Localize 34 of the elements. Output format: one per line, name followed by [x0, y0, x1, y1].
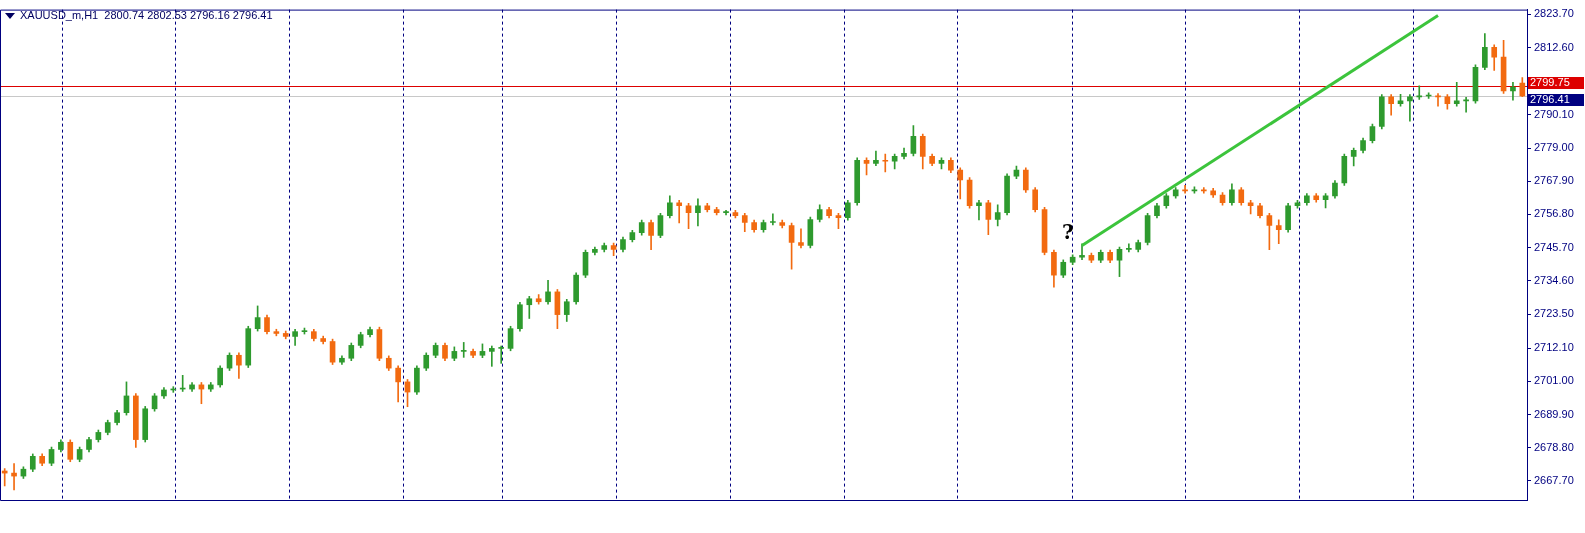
candlestick	[460, 342, 467, 358]
candlestick	[1126, 243, 1132, 253]
candlestick	[976, 200, 982, 221]
y-tick-label: 2701.00	[1534, 374, 1574, 387]
candlestick	[489, 345, 495, 367]
y-tick-label: 2667.70	[1534, 473, 1574, 486]
candlestick	[882, 153, 889, 173]
y-tick-label: 2779.00	[1534, 141, 1574, 154]
ref-line-label: 2796.41	[1530, 93, 1570, 106]
y-tick-label: 2767.90	[1534, 174, 1574, 187]
candlestick	[1510, 81, 1516, 101]
y-tick-label: 2756.80	[1534, 207, 1574, 220]
candlestick	[798, 228, 804, 249]
y-tick-label: 2723.50	[1534, 307, 1574, 320]
annotation: ?	[1062, 219, 1074, 244]
candlestick	[498, 345, 505, 364]
candlestick	[1200, 187, 1207, 194]
candlestick	[1463, 96, 1469, 113]
candlestick	[1182, 185, 1188, 194]
y-tick-label: 2823.70	[1534, 7, 1574, 20]
y-tick-label: 2712.10	[1534, 341, 1574, 354]
y-tick-label: 2678.80	[1534, 440, 1574, 453]
ref-line-label: 2799.75	[1530, 76, 1570, 89]
y-tick-label: 2689.90	[1534, 407, 1574, 420]
y-tick-label: 2734.60	[1534, 273, 1574, 286]
candlestick	[1407, 94, 1413, 122]
candlestick	[1275, 219, 1282, 245]
candlestick	[676, 200, 683, 224]
y-tick-label: 2745.70	[1534, 240, 1574, 253]
candlestick	[1453, 81, 1460, 107]
y-tick-label: 2790.10	[1534, 107, 1574, 120]
candlestick	[770, 213, 776, 226]
y-tick-label: 2812.60	[1534, 40, 1574, 53]
chart-title: XAUUSD_m,H1 2800.74 2802.53 2796.16 2796.41	[20, 9, 273, 21]
